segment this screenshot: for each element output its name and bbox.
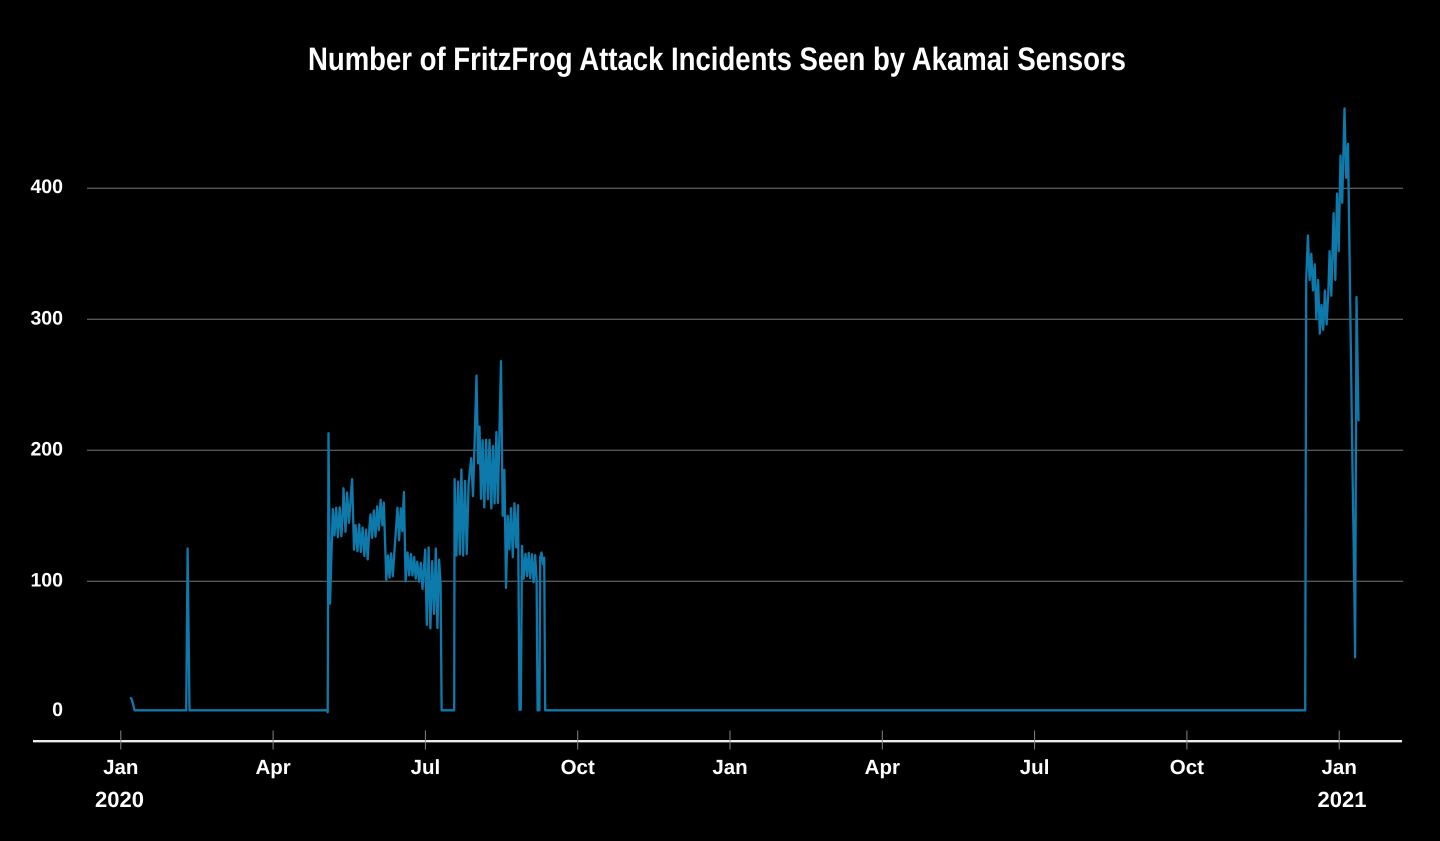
svg-text:Apr: Apr (865, 756, 900, 779)
svg-text:Apr: Apr (255, 756, 290, 779)
svg-text:400: 400 (30, 176, 63, 198)
svg-text:2020: 2020 (95, 787, 144, 812)
svg-text:Number of FritzFrog Attack Inc: Number of FritzFrog Attack Incidents See… (308, 41, 1126, 77)
svg-text:Oct: Oct (561, 756, 595, 779)
svg-text:100: 100 (30, 569, 63, 591)
svg-text:300: 300 (30, 307, 63, 329)
svg-text:200: 200 (30, 438, 63, 460)
svg-text:Jan: Jan (103, 756, 138, 779)
svg-text:Oct: Oct (1170, 756, 1204, 779)
svg-text:Jul: Jul (411, 756, 441, 779)
svg-text:0: 0 (52, 699, 63, 721)
svg-text:Jan: Jan (1322, 756, 1357, 779)
svg-text:Jul: Jul (1020, 756, 1050, 779)
svg-text:Jan: Jan (712, 756, 747, 779)
svg-text:2021: 2021 (1318, 787, 1367, 812)
